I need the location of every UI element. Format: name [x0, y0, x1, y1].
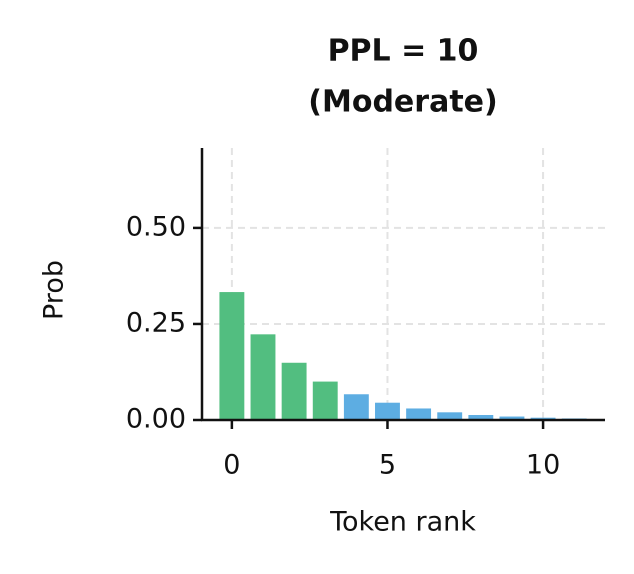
- x-tick-label: 10: [526, 450, 560, 481]
- bar: [250, 334, 276, 420]
- bar: [312, 381, 338, 420]
- x-axis-label: Token rank: [329, 507, 476, 538]
- bar: [406, 408, 432, 420]
- bar: [499, 416, 525, 420]
- y-tick-label: 0.00: [126, 404, 186, 435]
- bar: [281, 362, 307, 420]
- y-tick-label: 0.50: [126, 211, 186, 242]
- chart-title: PPL = 10: [328, 34, 479, 69]
- bar: [219, 292, 245, 420]
- y-tick-label: 0.25: [126, 307, 186, 338]
- bar: [343, 394, 369, 420]
- x-tick-label: 5: [379, 450, 396, 481]
- bar: [468, 415, 494, 420]
- x-tick-label: 0: [223, 450, 240, 481]
- bar: [437, 412, 463, 420]
- chart-subtitle: (Moderate): [308, 85, 497, 120]
- bar: [375, 402, 400, 420]
- y-axis-label: Prob: [39, 260, 70, 320]
